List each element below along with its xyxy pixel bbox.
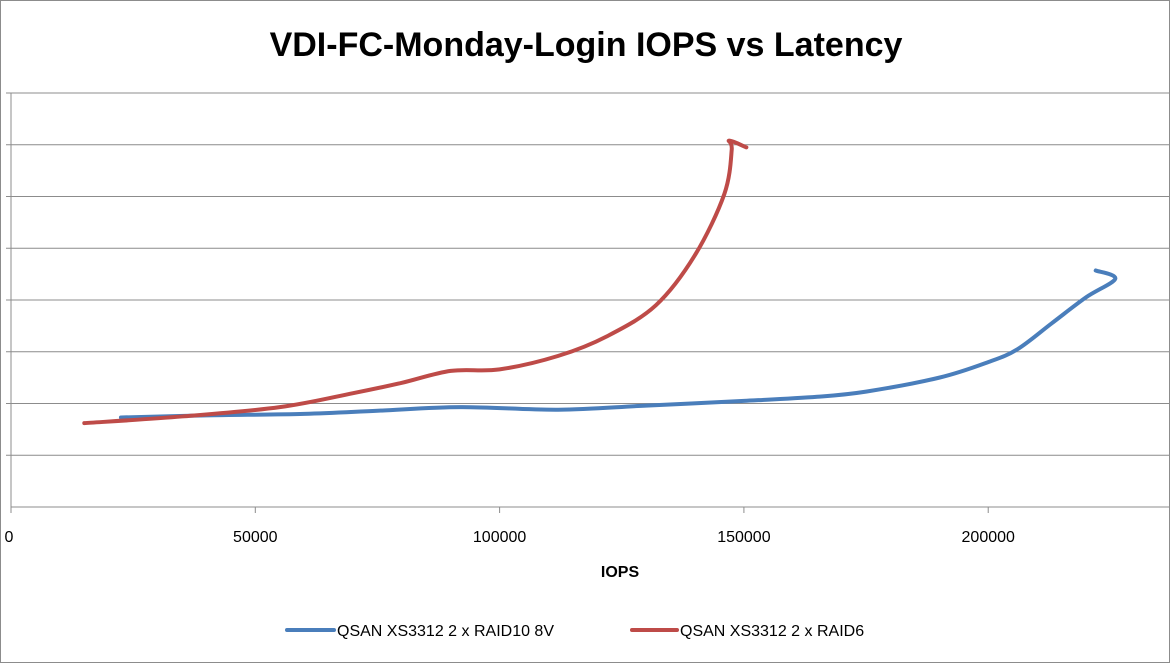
x-axis-label: IOPS: [601, 564, 640, 581]
x-tick-label-50000: 50000: [233, 529, 278, 546]
axes: [10, 93, 1169, 508]
gridlines: [6, 92, 1169, 456]
legend-label-raid6: QSAN XS3312 2 x RAID6: [680, 623, 864, 640]
x-axis-ticks: 0 50000 100000 150000 200000: [5, 507, 1015, 546]
legend: QSAN XS3312 2 x RAID10 8V QSAN XS3312 2 …: [285, 623, 864, 640]
series-layer: [82, 138, 1118, 426]
x-tick-label-200000: 200000: [962, 529, 1015, 546]
series-line-raid10: [118, 268, 1118, 420]
x-tick-label-150000: 150000: [717, 529, 770, 546]
chart-title: VDI-FC-Monday-Login IOPS vs Latency: [270, 26, 903, 64]
x-tick-label-0: 0: [5, 529, 14, 546]
x-tick-label-100000: 100000: [473, 529, 526, 546]
series-line-raid6: [82, 138, 749, 426]
legend-label-raid10: QSAN XS3312 2 x RAID10 8V: [337, 623, 554, 640]
